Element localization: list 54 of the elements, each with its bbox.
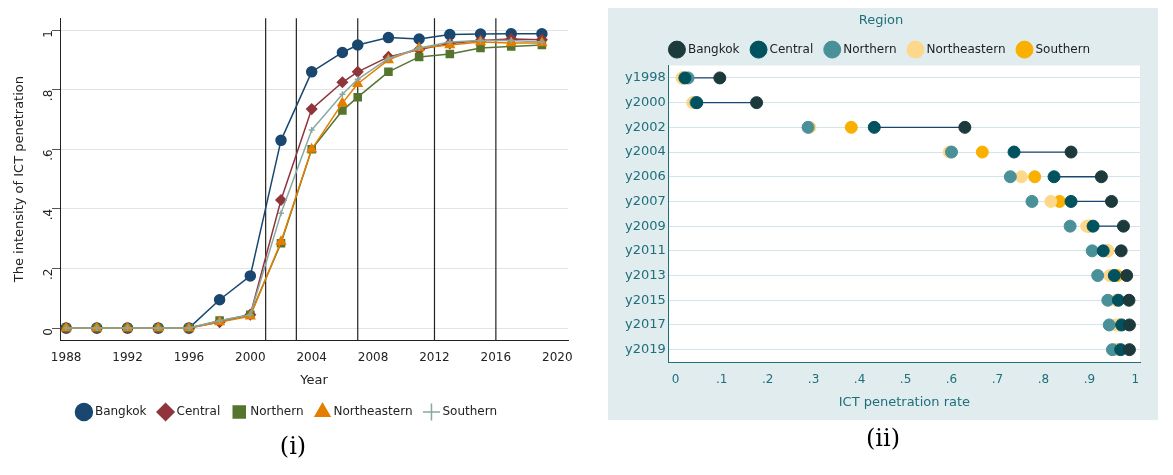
- x-tick-label: .8: [1037, 372, 1050, 387]
- y-tick-label: y1998: [625, 69, 666, 85]
- x-tick-label: 2008: [357, 350, 389, 365]
- x-tick-label: 1: [1131, 372, 1140, 387]
- legend-label: Central: [176, 404, 221, 419]
- legend-label: Northeastern: [926, 41, 1006, 56]
- y-tick-label: y2007: [625, 192, 666, 208]
- legend-label: Northeastern: [333, 404, 413, 419]
- legend-label: Northern: [250, 404, 304, 419]
- legend-title: Region: [858, 11, 904, 27]
- y-tick-label: y2004: [625, 143, 666, 159]
- y-tick-label: .2: [41, 268, 56, 280]
- x-tick-label: 0: [671, 372, 680, 387]
- y-tick-label: y2019: [625, 341, 666, 357]
- x-tick-label: .6: [945, 372, 958, 387]
- x-tick-label: .1: [715, 372, 728, 387]
- y-axis-title: The intensity of ICT penetration: [11, 75, 27, 284]
- y-tick-label: y2015: [625, 291, 666, 307]
- y-tick-label: .6: [41, 149, 56, 161]
- legend-label: Bangkok: [687, 41, 740, 56]
- y-tick-label: y2009: [625, 217, 666, 233]
- text: (i): [279, 432, 307, 460]
- y-tick-label: y2006: [625, 168, 666, 184]
- legend-label: Southern: [1035, 41, 1091, 56]
- x-axis-title: Year: [299, 371, 329, 387]
- legend-label: Bangkok: [94, 404, 147, 419]
- x-tick-label: .7: [991, 372, 1004, 387]
- x-tick-label: .2: [761, 372, 774, 387]
- x-tick-label: 1996: [173, 350, 205, 365]
- x-tick-label: .4: [853, 372, 866, 387]
- x-tick-label: .3: [807, 372, 820, 387]
- x-tick-label: 2012: [419, 350, 450, 365]
- text: (ii): [865, 424, 901, 452]
- y-tick-label: y2011: [625, 242, 666, 258]
- x-tick-label: 2000: [235, 350, 266, 365]
- legend-label: Northern: [843, 41, 897, 56]
- legend-label: Central: [769, 41, 814, 56]
- x-tick-label: .5: [899, 372, 912, 387]
- y-tick-label: .4: [41, 208, 56, 221]
- y-tick-label: 1: [41, 30, 56, 38]
- y-tick-label: y2002: [625, 118, 666, 134]
- y-tick-label: 0: [41, 328, 56, 336]
- x-tick-label: 2020: [541, 350, 573, 365]
- x-tick-label: 2004: [296, 350, 327, 365]
- x-tick-label: .9: [1083, 372, 1096, 387]
- x-tick-label: 1988: [50, 350, 82, 365]
- x-tick-label: 1992: [112, 350, 143, 365]
- x-tick-label: 2016: [480, 350, 512, 365]
- y-tick-label: .8: [41, 89, 56, 102]
- y-tick-label: y2000: [625, 94, 666, 110]
- y-tick-label: y2013: [625, 266, 666, 282]
- y-tick-label: y2017: [625, 316, 666, 332]
- legend-label: Southern: [442, 404, 498, 419]
- x-axis-title: ICT penetration rate: [838, 393, 971, 409]
